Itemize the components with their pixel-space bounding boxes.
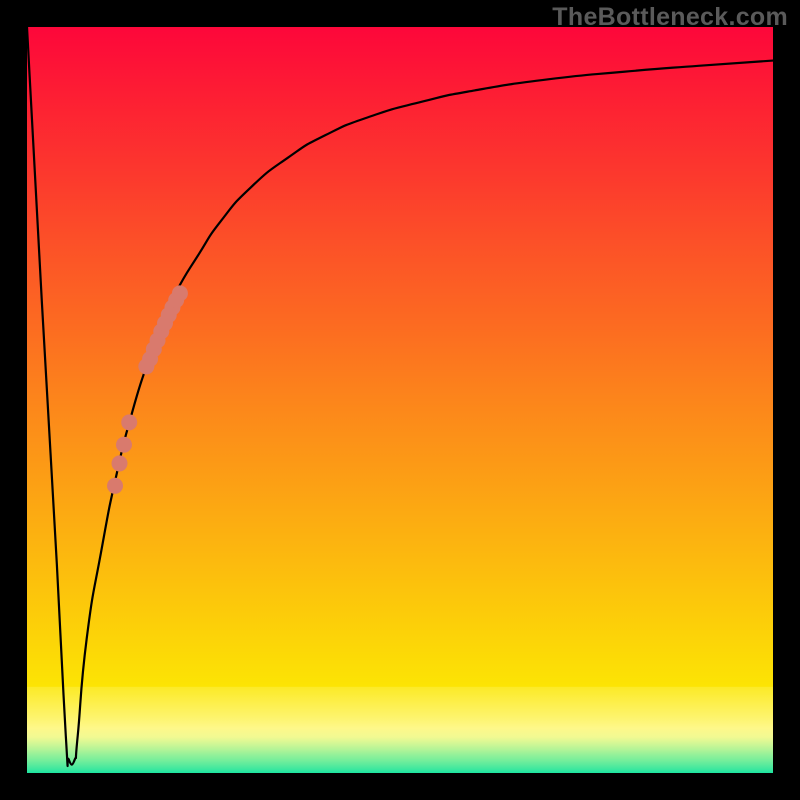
data-point [112, 455, 128, 471]
data-point [116, 437, 132, 453]
data-point [107, 478, 123, 494]
plot-background-gradient [27, 27, 773, 773]
watermark-label: TheBottleneck.com [552, 3, 788, 32]
data-point [172, 285, 188, 301]
chart-svg [0, 0, 800, 800]
chart-frame: TheBottleneck.com [0, 0, 800, 800]
data-point [121, 414, 137, 430]
